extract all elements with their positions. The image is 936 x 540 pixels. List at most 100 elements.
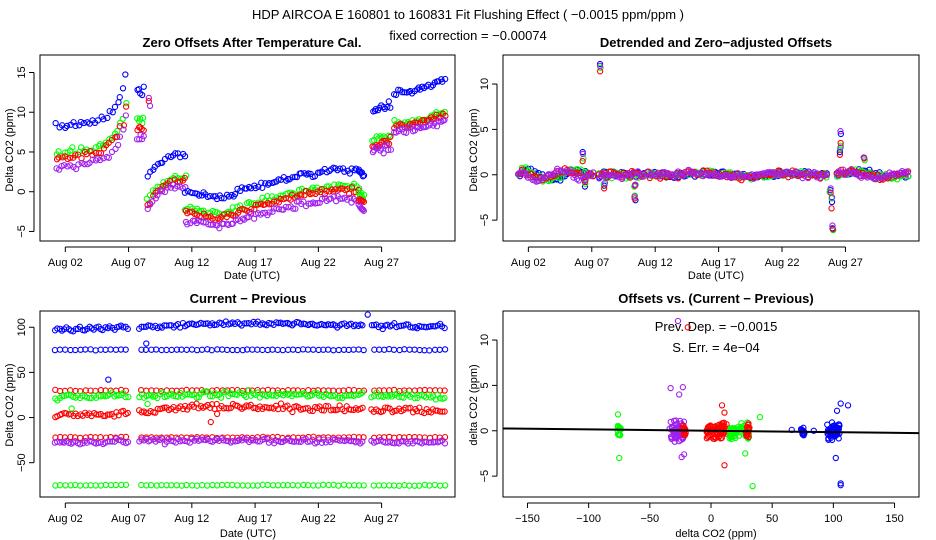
data-point-purple <box>864 174 871 181</box>
data-point-blue <box>143 340 150 347</box>
data-point-red <box>264 199 271 206</box>
data-point-blue <box>385 98 392 105</box>
data-point-purple <box>803 169 810 176</box>
x-tick-label: Aug 12 <box>174 513 209 525</box>
data-point-blue <box>116 94 123 101</box>
data-point-blue <box>289 322 296 329</box>
data-point-purple <box>793 168 800 176</box>
data-point-purple <box>67 162 74 169</box>
data-point-blue <box>350 323 358 330</box>
y-tick-label: −50 <box>16 453 28 472</box>
y-tick-label: 5 <box>479 382 491 388</box>
data-point-purple <box>860 154 868 161</box>
data-point-red <box>66 154 74 162</box>
data-point-purple <box>640 173 647 180</box>
data-point-purple <box>174 183 181 190</box>
data-point-blue <box>198 192 206 199</box>
panel-current-minus-previous: Current − Previous Date (UTC) Delta CO2 … <box>4 291 456 540</box>
data-point-green <box>125 393 132 401</box>
data-point-purple <box>655 172 662 179</box>
data-point-red <box>439 408 446 415</box>
x-tick-label: Aug 27 <box>364 513 399 525</box>
data-point-green <box>178 482 186 489</box>
data-point-blue <box>282 320 289 327</box>
data-point-blue <box>94 117 101 124</box>
data-point-purple <box>124 438 132 446</box>
data-point-blue <box>111 103 119 111</box>
data-point-red <box>120 122 128 129</box>
data-point-red <box>74 151 82 158</box>
data-point-blue <box>427 323 434 330</box>
data-point-purple <box>776 171 784 178</box>
data-point-blue <box>104 114 111 122</box>
data-point-red <box>250 404 257 412</box>
data-point-red <box>298 192 305 199</box>
data-point-green <box>293 391 300 398</box>
data-point-blue <box>364 311 371 318</box>
data-point-blue <box>351 167 358 174</box>
data-point-purple <box>676 391 683 398</box>
data-point-purple <box>790 169 798 177</box>
data-point-purple <box>441 440 449 447</box>
data-point-green <box>200 388 207 396</box>
x-tick-label: Aug 12 <box>174 257 209 269</box>
data-point-green <box>251 200 258 207</box>
data-point-purple <box>122 112 130 119</box>
data-point-blue <box>140 83 147 90</box>
data-point-green <box>200 207 207 214</box>
data-point-blue <box>186 320 193 327</box>
data-point-red <box>359 404 366 411</box>
data-point-red <box>277 400 285 407</box>
data-point-red <box>829 226 836 233</box>
y-tick-label: −5 <box>479 214 491 227</box>
data-point-blue <box>286 321 293 328</box>
y-tick-label: −5 <box>16 225 28 238</box>
data-point-purple <box>380 150 387 157</box>
data-point-purple <box>585 169 593 176</box>
data-point-purple <box>813 174 821 181</box>
data-point-green <box>405 391 412 398</box>
data-point-purple <box>764 169 771 176</box>
data-point-purple <box>140 133 147 140</box>
data-point-green <box>436 394 443 402</box>
data-point-red <box>713 434 720 441</box>
data-point-blue <box>237 187 244 195</box>
data-point-blue <box>122 71 129 78</box>
data-point-green <box>69 144 76 151</box>
data-point-green <box>311 389 318 396</box>
data-point-purple <box>120 126 127 133</box>
data-point-red <box>72 152 79 159</box>
data-point-purple <box>114 141 122 149</box>
data-point-green <box>616 431 623 438</box>
data-point-purple <box>568 166 575 174</box>
x-axis-label: delta CO2 (ppm) <box>675 528 756 540</box>
data-point-blue <box>837 130 845 138</box>
data-point-red <box>248 206 255 213</box>
data-point-purple <box>403 129 410 136</box>
y-tick-label: 5 <box>479 126 491 132</box>
data-point-purple <box>679 384 687 391</box>
x-tick-label: Aug 02 <box>48 513 83 525</box>
x-tick-label: Aug 07 <box>574 257 609 269</box>
data-point-red <box>387 133 394 141</box>
data-point-red <box>181 174 188 182</box>
data-point-green <box>144 400 151 408</box>
data-point-purple <box>898 167 906 175</box>
plot-frame <box>39 310 456 498</box>
data-point-purple <box>137 131 144 139</box>
panel-offsets-vs-difference: Offsets vs. (Current − Previous) delta C… <box>468 291 920 540</box>
data-point-blue <box>77 118 85 126</box>
data-point-purple <box>396 125 404 133</box>
data-point-green <box>580 155 587 162</box>
data-point-purple <box>837 144 844 151</box>
data-point-blue <box>836 422 843 429</box>
data-point-purple <box>590 169 597 176</box>
data-point-blue <box>262 180 269 187</box>
data-point-red <box>67 433 74 441</box>
data-point-green <box>154 394 161 402</box>
data-point-green <box>295 186 303 194</box>
data-point-purple <box>261 435 268 442</box>
data-point-red <box>360 198 368 205</box>
plot-frame <box>502 54 920 242</box>
